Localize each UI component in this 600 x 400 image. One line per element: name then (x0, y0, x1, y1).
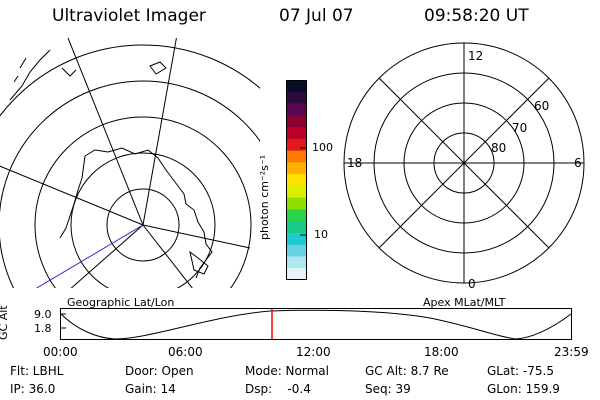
colorbar-swatch (286, 256, 307, 269)
colorbar-swatch (286, 138, 307, 152)
mlat-label-80: 80 (491, 141, 506, 155)
mlt-label-0: 0 (468, 277, 476, 291)
colorbar-swatch (286, 150, 307, 163)
timeline-xtick-2359: 23:59 (554, 345, 589, 359)
colorbar-swatch (286, 115, 307, 128)
colorbar-swatch (286, 162, 307, 175)
lon-line (70, 224, 144, 288)
mlt-label-12: 12 (468, 49, 483, 63)
status-glon: GLon: 159.9 (487, 382, 560, 396)
magnetic-polar-plot: 12 18 6 0 60 70 80 (343, 42, 585, 291)
coastline (189, 250, 209, 275)
lon-line (0, 165, 144, 226)
colorbar-swatch (286, 91, 307, 105)
mlat-label-70: 70 (512, 121, 527, 135)
coastline (9, 49, 167, 101)
lat-circle (34, 116, 252, 288)
colorbar-swatch (286, 268, 307, 280)
instrument-title: Ultraviolet Imager (52, 6, 206, 26)
lon-line (142, 224, 251, 249)
mlt-label-6: 6 (574, 156, 582, 170)
colorbar-tick-10: 10 (314, 228, 328, 241)
timeline-xtick-0000: 00:00 (43, 345, 78, 359)
colorbar-unit-label: photon cm⁻²s⁻¹ (258, 154, 271, 240)
left-panel-caption: Geographic Lat/Lon (67, 296, 175, 309)
colorbar-swatch (286, 221, 307, 234)
timeline-ylabel: GC Alt (0, 305, 10, 340)
timeline-ytick-high: 9.0 (34, 308, 52, 321)
colorbar-swatch (286, 127, 307, 140)
status-gain: Gain: 14 (125, 382, 176, 396)
colorbar-tick-100: 100 (312, 141, 333, 154)
right-panel-caption: Apex MLat/MLT (423, 296, 506, 309)
coastline (59, 147, 213, 279)
mlt-diagonal (378, 77, 550, 249)
timeline-ytick-low: 1.8 (34, 322, 52, 335)
status-ip: IP: 36.0 (10, 382, 56, 396)
status-dsp: Dsp: -0.4 (245, 382, 311, 396)
status-door: Door: Open (125, 364, 194, 378)
coastline (13, 57, 27, 83)
mlat-label-60: 60 (534, 99, 549, 113)
lat-circle (0, 44, 260, 117)
colorbar-swatch (286, 244, 307, 257)
timeline-xtick-1200: 12:00 (296, 345, 331, 359)
colorbar-swatch (286, 197, 307, 210)
geographic-map (0, 38, 260, 288)
colorbar-swatch (286, 103, 307, 116)
colorbar-swatch (286, 232, 307, 246)
lat-circle (0, 80, 260, 288)
timeline (60, 308, 572, 340)
lon-line (142, 224, 193, 288)
timeline-xtick-0600: 06:00 (168, 345, 203, 359)
lon-line (67, 38, 144, 226)
lon-line (142, 38, 177, 226)
timeline-xtick-1800: 18:00 (424, 345, 459, 359)
status-filter: Flt: LBHL (10, 364, 64, 378)
date-label: 07 Jul 07 (279, 6, 354, 26)
colorbar-swatch (286, 209, 307, 222)
status-gc-alt: GC Alt: 8.7 Re (365, 364, 449, 378)
colorbar-swatch (286, 185, 307, 199)
status-mode: Mode: Normal (245, 364, 329, 378)
colorbar-swatch (286, 80, 307, 93)
lat-circle (70, 152, 216, 288)
colorbar (286, 80, 307, 280)
colorbar-swatch (286, 174, 307, 187)
status-seq: Seq: 39 (365, 382, 411, 396)
status-glat: GLat: -75.5 (487, 364, 554, 378)
altitude-curve (60, 309, 572, 340)
lat-circle (106, 188, 180, 262)
mlt-label-18: 18 (347, 156, 362, 170)
lon-line-highlight (35, 224, 144, 288)
time-label: 09:58:20 UT (424, 6, 529, 26)
